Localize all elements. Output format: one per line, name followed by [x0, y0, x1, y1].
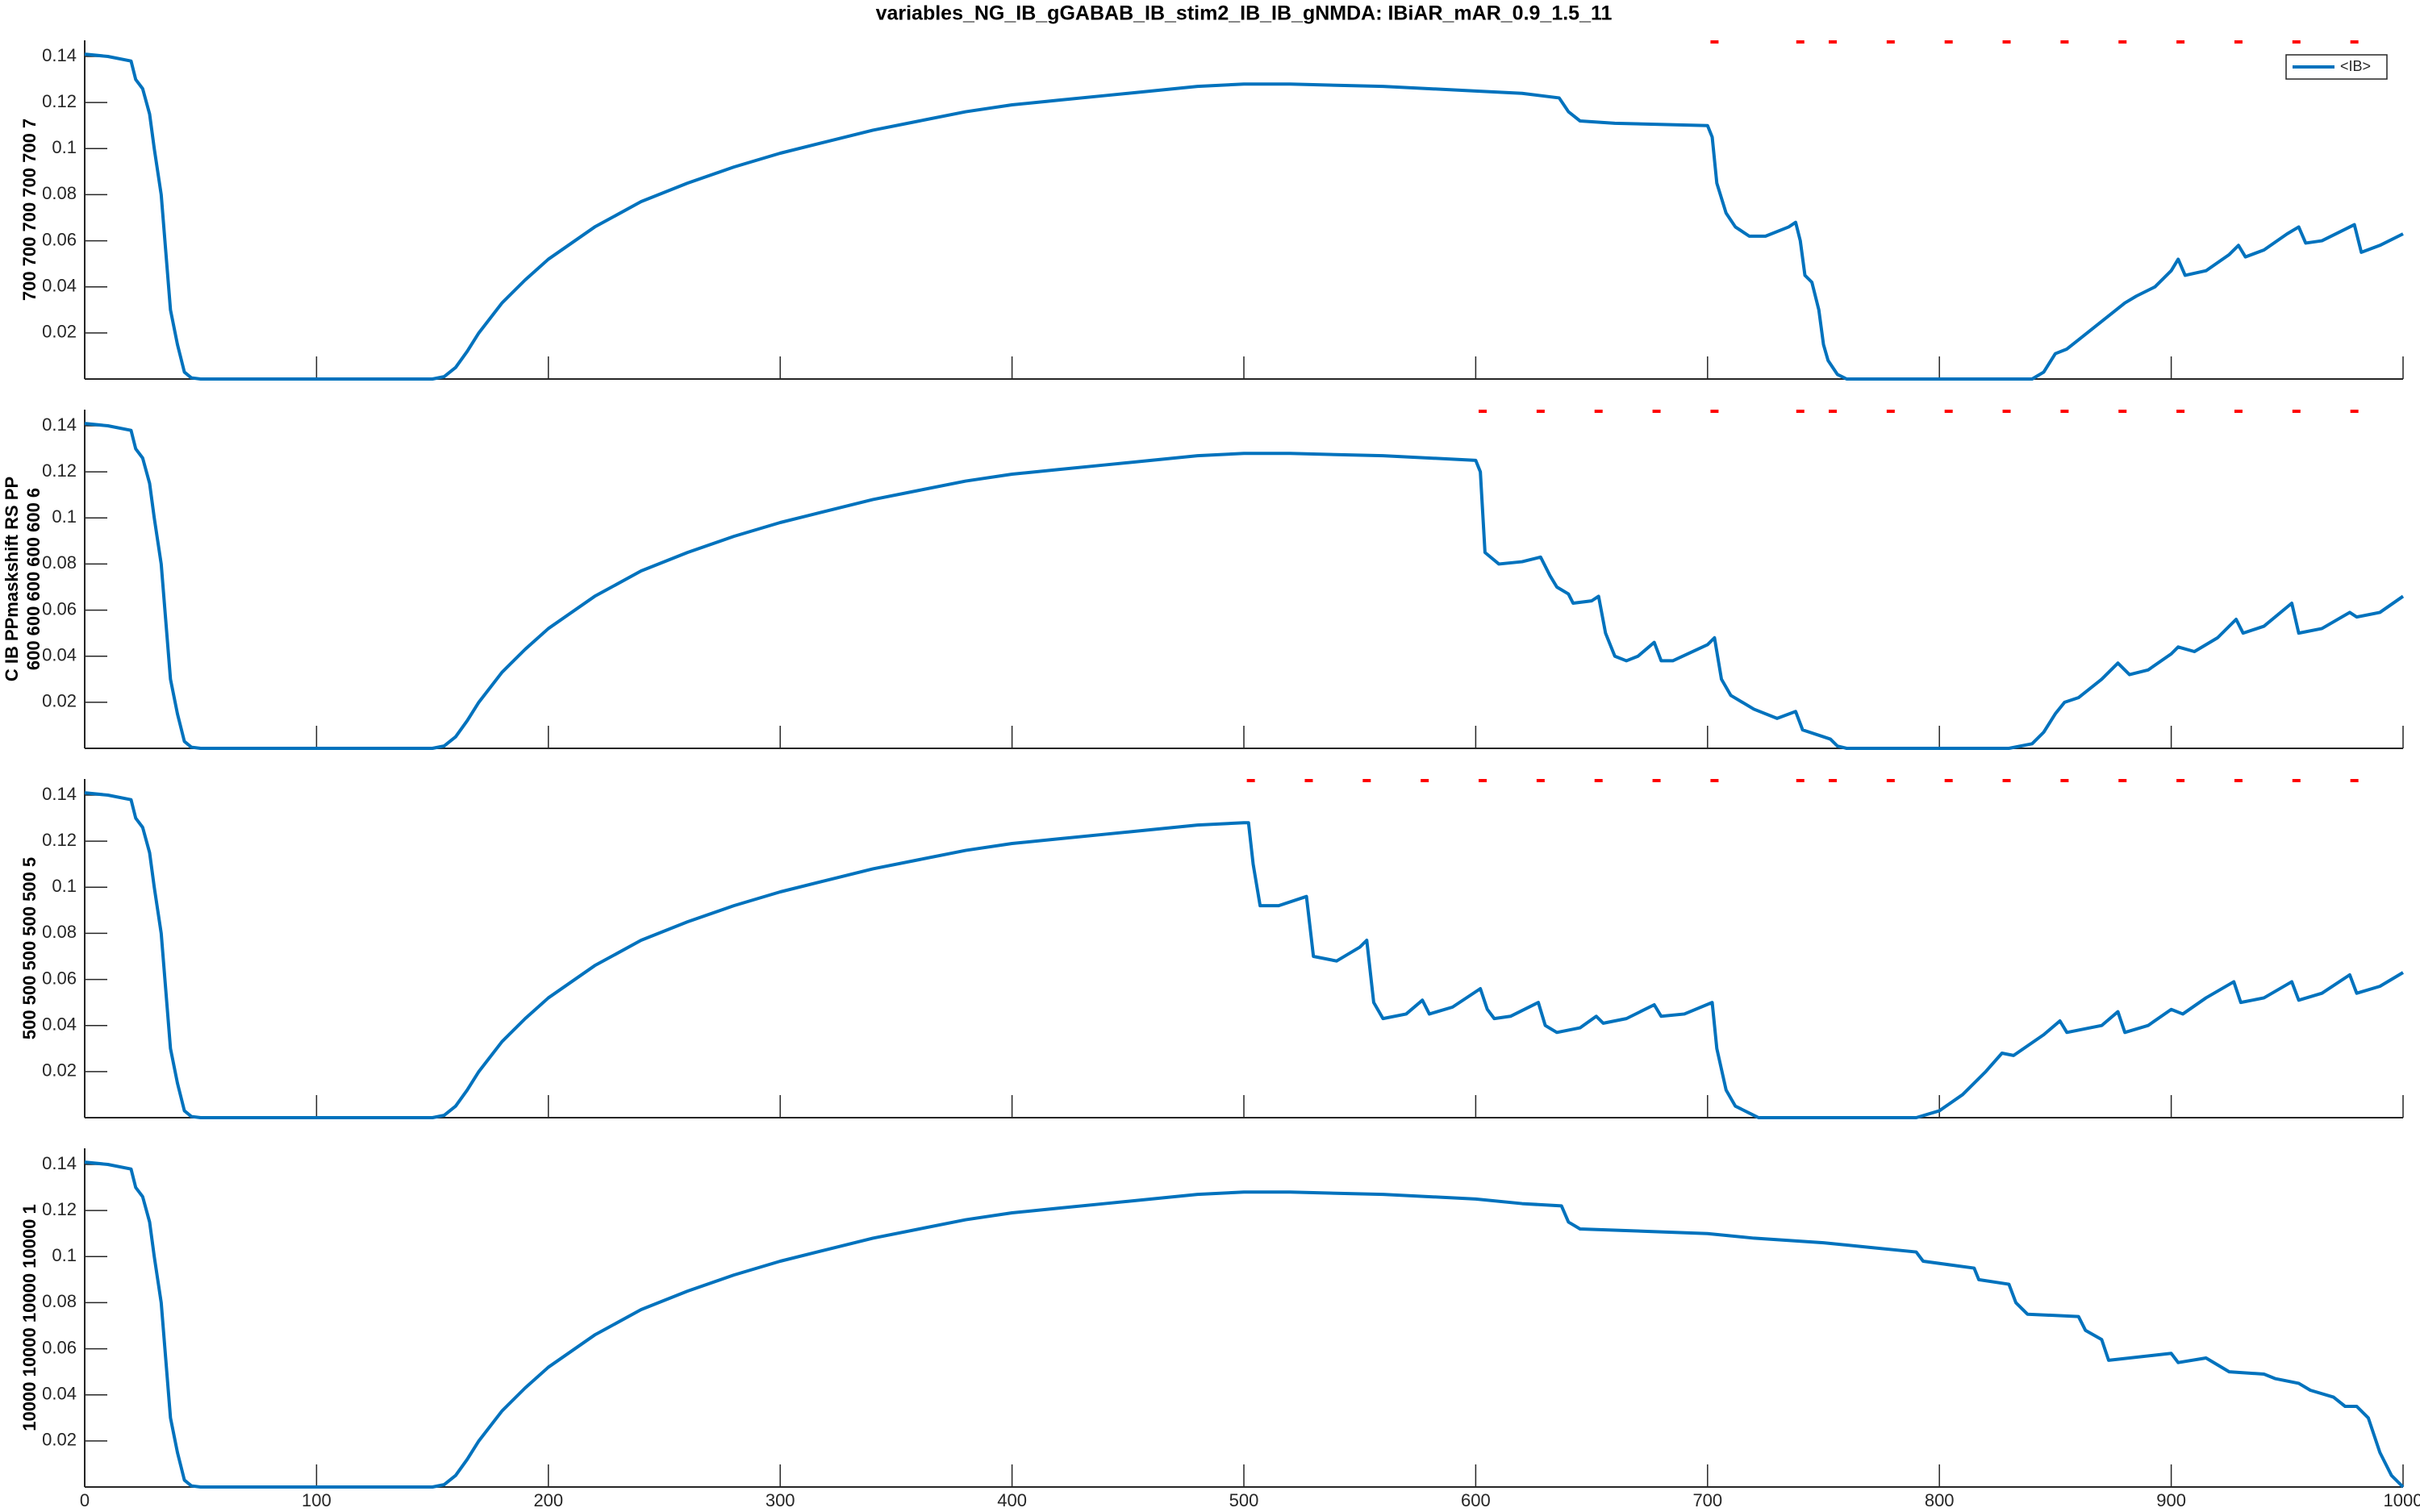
y-tick-label: 0.02: [42, 322, 77, 342]
y-axis-label: C IB PPmaskshift RS PP: [2, 477, 22, 681]
chart-title: variables_NG_IB_gGABAB_IB_stim2_IB_IB_gN…: [876, 2, 1613, 25]
y-tick-label: 0.14: [42, 1153, 77, 1173]
subplot: 10000 10000 10000 10000 10.02 0.04 0.06 0.0…: [19, 1148, 2420, 1510]
y-tick-label: 0.1: [52, 1245, 77, 1265]
y-tick-label: 0.12: [42, 460, 77, 481]
subplot: 500 500 500 500 500 50.02 0.04 0.06 0.08 0.1…: [19, 779, 2405, 1119]
y-tick-label: 0.14: [42, 45, 77, 65]
y-tick-label: 0.04: [42, 1014, 77, 1035]
subplot: C IB PPmaskshift RS PP 600 600 600 600 60…: [2, 410, 2405, 750]
y-tick-label: 0.02: [42, 691, 77, 711]
y-axis-label: 600 600 600 600 600 6: [23, 488, 44, 670]
y-tick-label: 0.02: [42, 1060, 77, 1081]
x-tick-label: 700: [1692, 1490, 1722, 1510]
y-tick-label: 0.1: [52, 137, 77, 157]
y-tick-label: 0.04: [42, 1384, 77, 1404]
y-axis-label: 500 500 500 500 500 5: [19, 857, 40, 1039]
x-tick-label: 300: [766, 1490, 795, 1510]
y-tick-label: 0.08: [42, 922, 77, 942]
x-tick-label: 0: [80, 1490, 90, 1510]
y-tick-label: 0.06: [42, 968, 77, 988]
data-line: [84, 422, 2405, 750]
y-tick-label: 0.14: [42, 414, 77, 435]
x-tick-label: 400: [997, 1490, 1027, 1510]
y-tick-label: 0.06: [42, 229, 77, 249]
y-tick-label: 0.08: [42, 552, 77, 573]
x-tick-label: 900: [2156, 1490, 2186, 1510]
y-tick-label: 0.08: [42, 1291, 77, 1311]
y-tick-label: 0.1: [52, 506, 77, 527]
subplot: variables_NG_IB_gGABAB_IB_stim2_IB_IB_gN…: [19, 2, 2404, 381]
y-tick-label: 0.12: [42, 91, 77, 111]
data-line: [84, 791, 2405, 1119]
x-tick-label: 1000: [2384, 1490, 2420, 1510]
x-tick-label: 600: [1461, 1490, 1491, 1510]
x-tick-label: 800: [1925, 1490, 1955, 1510]
y-tick-label: 0.08: [42, 183, 77, 203]
y-tick-label: 0.06: [42, 1337, 77, 1357]
y-tick-label: 0.02: [42, 1430, 77, 1450]
y-tick-label: 0.1: [52, 876, 77, 896]
data-line: [84, 52, 2404, 381]
y-axis-label: 700 700 700 700 700 7: [19, 119, 40, 301]
legend-label: <IB>: [2340, 58, 2371, 74]
x-tick-label: 200: [533, 1490, 563, 1510]
x-tick-label: 500: [1229, 1490, 1259, 1510]
y-tick-label: 0.12: [42, 1199, 77, 1219]
y-tick-label: 0.04: [42, 276, 77, 296]
x-tick-label: 100: [302, 1490, 332, 1510]
y-axis-label: 10000 10000 10000 10000 1: [19, 1204, 40, 1431]
data-line: [84, 1160, 2405, 1489]
y-tick-label: 0.12: [42, 830, 77, 850]
y-tick-label: 0.06: [42, 598, 77, 619]
y-tick-label: 0.14: [42, 784, 77, 804]
y-tick-label: 0.04: [42, 645, 77, 665]
